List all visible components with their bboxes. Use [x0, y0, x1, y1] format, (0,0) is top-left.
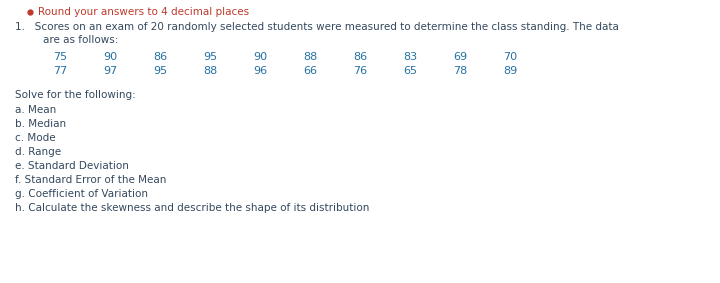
Text: 96: 96: [253, 66, 267, 76]
Text: h. Calculate the skewness and describe the shape of its distribution: h. Calculate the skewness and describe t…: [15, 203, 369, 213]
Text: 97: 97: [103, 66, 117, 76]
Text: 78: 78: [453, 66, 467, 76]
Text: Solve for the following:: Solve for the following:: [15, 90, 136, 100]
Text: 70: 70: [503, 52, 517, 62]
Text: are as follows:: are as follows:: [43, 35, 118, 45]
Text: 88: 88: [203, 66, 217, 76]
Text: 86: 86: [353, 52, 367, 62]
Text: 75: 75: [53, 52, 67, 62]
Text: 69: 69: [453, 52, 467, 62]
Text: b. Median: b. Median: [15, 119, 66, 129]
Text: g. Coefficient of Variation: g. Coefficient of Variation: [15, 189, 148, 199]
Text: c. Mode: c. Mode: [15, 133, 55, 143]
Text: 90: 90: [103, 52, 117, 62]
Text: a. Mean: a. Mean: [15, 105, 56, 115]
Text: d. Range: d. Range: [15, 147, 61, 157]
Text: 76: 76: [353, 66, 367, 76]
Text: 1.   Scores on an exam of 20 randomly selected students were measured to determi: 1. Scores on an exam of 20 randomly sele…: [15, 22, 619, 32]
Text: 95: 95: [153, 66, 167, 76]
Text: 66: 66: [303, 66, 317, 76]
Text: 83: 83: [403, 52, 417, 62]
Text: e. Standard Deviation: e. Standard Deviation: [15, 161, 129, 171]
Text: 88: 88: [303, 52, 317, 62]
Text: 95: 95: [203, 52, 217, 62]
Text: 77: 77: [53, 66, 67, 76]
Text: Round your answers to 4 decimal places: Round your answers to 4 decimal places: [38, 7, 249, 17]
Text: 65: 65: [403, 66, 417, 76]
Text: f. Standard Error of the Mean: f. Standard Error of the Mean: [15, 175, 166, 185]
Text: 89: 89: [503, 66, 517, 76]
Text: 86: 86: [153, 52, 167, 62]
Text: 90: 90: [253, 52, 267, 62]
